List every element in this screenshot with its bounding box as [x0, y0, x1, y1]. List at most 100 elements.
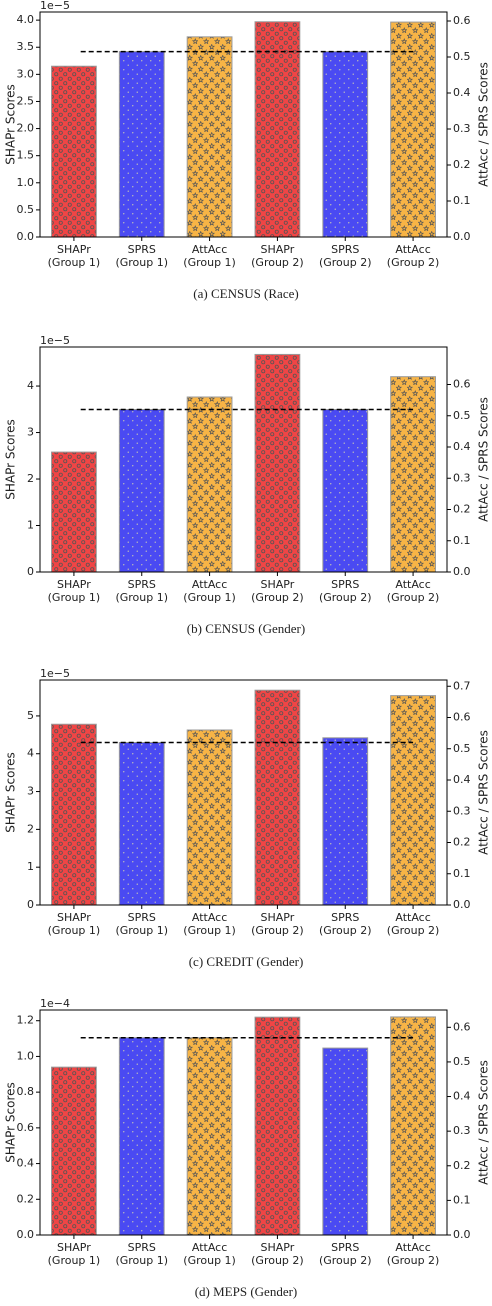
bar: [51, 723, 97, 906]
x-tick-label: SPRS: [331, 911, 359, 924]
x-tick-label: AttAcc: [192, 243, 227, 256]
y2-tick-label: 0.0: [453, 230, 471, 243]
bar: [322, 409, 369, 573]
y-tick-label: 2.0: [17, 122, 35, 135]
x-tick-label: (Group 1): [48, 591, 101, 604]
x-tick-label: (Group 1): [48, 924, 101, 937]
x-tick-label: SPRS: [331, 243, 359, 256]
bar: [51, 451, 97, 573]
y2-tick-label: 0.1: [453, 194, 471, 207]
y-tick-label: 0.0: [17, 230, 35, 243]
x-tick-label: (Group 1): [183, 924, 236, 937]
y2-tick-label: 0.3: [453, 471, 471, 484]
chart: 0123450.00.10.20.30.40.50.60.7SHAPr(Grou…: [4, 667, 491, 969]
chart: 0.0 0.2 0.4 0.6 0.8 1.0 1.2 0.0 0.1 0.2 0.3 0.4 0.5 0…: [4, 997, 491, 1299]
bar: [390, 1016, 436, 1236]
bar: [51, 1066, 97, 1236]
x-tick-label: (Group 1): [48, 256, 101, 269]
bar: [186, 396, 233, 573]
y2-axis-label: AttAcc / SPRS Scores: [477, 397, 491, 522]
bar: [390, 21, 436, 238]
y2-tick-label: 0.2: [453, 158, 471, 171]
x-tick-label: SHAPr: [57, 911, 91, 924]
offset-label: 1e−4: [40, 997, 70, 1010]
y2-tick-label: 0.3: [453, 1124, 471, 1137]
bar: [118, 51, 165, 238]
bar: [322, 1047, 369, 1236]
y-tick-label: 0.4: [17, 1157, 35, 1170]
y2-tick-label: 0.2: [453, 503, 471, 516]
bar: [186, 1037, 233, 1236]
x-tick-label: (Group 1): [115, 924, 168, 937]
x-tick-label: AttAcc: [395, 243, 430, 256]
bar: [322, 737, 369, 906]
caption: (c) CREDIT (Gender): [189, 954, 304, 969]
y2-tick-label: 0.6: [453, 378, 471, 391]
y2-tick-label: 0.4: [453, 1090, 471, 1103]
bar: [254, 1016, 301, 1236]
y-axis-label: SHAPr Scores: [4, 419, 18, 499]
bar: [254, 21, 301, 238]
bar: [390, 695, 436, 906]
y2-axis-label: AttAcc / SPRS Scores: [477, 62, 491, 187]
bar: [186, 729, 233, 906]
x-tick-label: SPRS: [331, 578, 359, 591]
bar: [51, 65, 97, 238]
caption: (b) CENSUS (Gender): [187, 621, 305, 636]
y-tick-label: 1: [27, 519, 34, 532]
y-tick-label: 2.5: [17, 94, 35, 107]
y2-tick-label: 0.5: [453, 409, 471, 422]
caption: (d) MEPS (Gender): [195, 1284, 298, 1299]
offset-label: 1e−5: [40, 667, 70, 680]
bar: [118, 409, 165, 573]
y2-axis-label: AttAcc / SPRS Scores: [477, 730, 491, 855]
y-tick-label: 2: [27, 822, 34, 835]
x-tick-label: (Group 2): [251, 591, 304, 604]
y-tick-label: 4.0: [17, 13, 35, 26]
y2-tick-label: 0.6: [453, 14, 471, 27]
x-tick-label: (Group 2): [319, 1254, 372, 1267]
bar: [186, 36, 233, 238]
y-tick-label: 5: [27, 709, 34, 722]
y2-tick-label: 0.1: [453, 534, 471, 547]
y-tick-label: 4: [27, 747, 34, 760]
y2-tick-label: 0.6: [453, 711, 471, 724]
x-tick-label: AttAcc: [192, 1241, 227, 1254]
y-tick-label: 3: [27, 426, 34, 439]
bar: [254, 353, 301, 573]
y2-tick-label: 0.6: [453, 1020, 471, 1033]
y2-tick-label: 0.3: [453, 122, 471, 135]
bar: [254, 689, 301, 906]
x-tick-label: (Group 1): [115, 256, 168, 269]
x-tick-label: (Group 1): [183, 1254, 236, 1267]
y-tick-label: 3.0: [17, 67, 35, 80]
bar: [322, 51, 369, 238]
y2-tick-label: 0.5: [453, 50, 471, 63]
chart: 0.0 0.5 1.0 1.5 2.0 2.5 3.0 3.5 4.0 0.0 0.1 0.2 0.3 0…: [4, 0, 491, 301]
y-axis-label: SHAPr Scores: [4, 84, 18, 164]
bar: [118, 742, 165, 906]
y2-axis-label: AttAcc / SPRS Scores: [477, 1060, 491, 1185]
y2-tick-label: 0.3: [453, 804, 471, 817]
y-tick-label: 0.6: [17, 1121, 35, 1134]
x-tick-label: (Group 2): [251, 924, 304, 937]
y2-tick-label: 0.4: [453, 773, 471, 786]
y-tick-label: 1.5: [17, 149, 35, 162]
x-tick-label: AttAcc: [395, 1241, 430, 1254]
x-tick-label: (Group 2): [319, 591, 372, 604]
y-axis-label: SHAPr Scores: [4, 752, 18, 832]
x-tick-label: SPRS: [128, 243, 156, 256]
y2-tick-label: 0.5: [453, 742, 471, 755]
x-tick-label: (Group 1): [115, 591, 168, 604]
caption: (a) CENSUS (Race): [193, 286, 298, 301]
y-tick-label: 3.5: [17, 40, 35, 53]
y-tick-label: 0.2: [17, 1192, 35, 1205]
x-tick-label: SHAPr: [261, 911, 295, 924]
x-tick-label: (Group 2): [251, 256, 304, 269]
y-tick-label: 0.5: [17, 203, 35, 216]
plot-frame: [39, 679, 448, 906]
x-tick-label: (Group 1): [183, 256, 236, 269]
y2-tick-label: 0.0: [453, 898, 471, 911]
